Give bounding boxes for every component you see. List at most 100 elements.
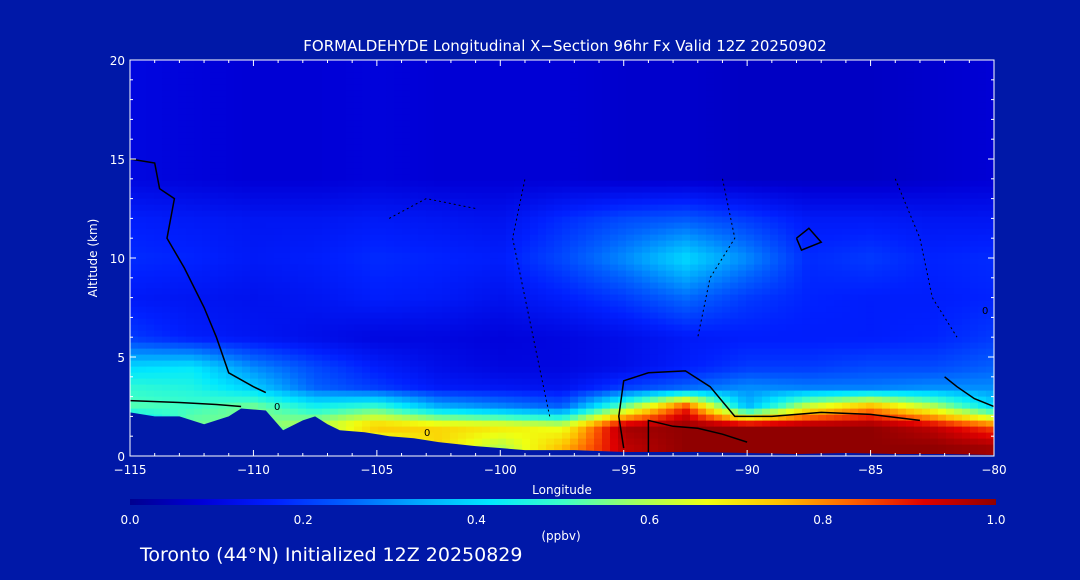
heatmap-cell bbox=[930, 420, 939, 427]
heatmap-cell bbox=[338, 342, 347, 349]
heatmap-cell bbox=[570, 402, 579, 409]
heatmap-cell bbox=[970, 330, 979, 337]
heatmap-cell bbox=[370, 198, 379, 205]
heatmap-cell bbox=[314, 222, 323, 229]
heatmap-cell bbox=[450, 402, 459, 409]
heatmap-cell bbox=[514, 438, 523, 445]
heatmap-cell bbox=[362, 318, 371, 325]
heatmap-cell bbox=[578, 342, 587, 349]
heatmap-cell bbox=[570, 264, 579, 271]
heatmap-cell bbox=[754, 246, 763, 253]
heatmap-cell bbox=[914, 438, 923, 445]
heatmap-cell bbox=[394, 318, 403, 325]
heatmap-cell bbox=[786, 270, 795, 277]
heatmap-cell bbox=[834, 210, 843, 217]
heatmap-cell bbox=[274, 186, 283, 193]
heatmap-cell bbox=[450, 348, 459, 355]
heatmap-cell bbox=[138, 216, 147, 223]
heatmap-cell bbox=[778, 234, 787, 241]
heatmap-cell bbox=[210, 264, 219, 271]
heatmap-cell bbox=[130, 246, 139, 253]
heatmap-cell bbox=[898, 210, 907, 217]
heatmap-cell bbox=[442, 420, 451, 427]
heatmap-cell bbox=[602, 408, 611, 415]
heatmap-cell bbox=[282, 390, 291, 397]
heatmap-cell bbox=[274, 282, 283, 289]
heatmap-cell bbox=[706, 438, 715, 445]
heatmap-cell bbox=[706, 420, 715, 427]
heatmap-cell bbox=[530, 432, 539, 439]
heatmap-cell bbox=[770, 252, 779, 259]
heatmap-cell bbox=[570, 276, 579, 283]
heatmap-cell bbox=[666, 180, 675, 187]
heatmap-cell bbox=[938, 186, 947, 193]
heatmap-cell bbox=[298, 204, 307, 211]
heatmap-cell bbox=[706, 270, 715, 277]
heatmap-cell bbox=[146, 342, 155, 349]
heatmap-cell bbox=[522, 228, 531, 235]
heatmap-cell bbox=[666, 228, 675, 235]
heatmap-cell bbox=[602, 186, 611, 193]
heatmap-cell bbox=[610, 312, 619, 319]
heatmap-cell bbox=[850, 372, 859, 379]
heatmap-cell bbox=[314, 234, 323, 241]
heatmap-cell bbox=[506, 354, 515, 361]
heatmap-cell bbox=[274, 336, 283, 343]
heatmap-cell bbox=[762, 192, 771, 199]
heatmap-cell bbox=[690, 306, 699, 313]
heatmap-cell bbox=[834, 330, 843, 337]
heatmap-cell bbox=[442, 396, 451, 403]
heatmap-cell bbox=[626, 438, 635, 445]
heatmap-cell bbox=[666, 432, 675, 439]
heatmap-cell bbox=[874, 444, 883, 451]
heatmap-cell bbox=[410, 384, 419, 391]
heatmap-cell bbox=[682, 414, 691, 421]
heatmap-cell bbox=[226, 234, 235, 241]
heatmap-cell bbox=[642, 330, 651, 337]
heatmap-cell bbox=[330, 198, 339, 205]
heatmap-cell bbox=[922, 294, 931, 301]
heatmap-cell bbox=[482, 204, 491, 211]
heatmap-cell bbox=[226, 216, 235, 223]
heatmap-cell bbox=[858, 222, 867, 229]
heatmap-cell bbox=[858, 246, 867, 253]
heatmap-cell bbox=[474, 408, 483, 415]
heatmap-cell bbox=[802, 306, 811, 313]
heatmap-cell bbox=[898, 420, 907, 427]
heatmap-cell bbox=[202, 342, 211, 349]
heatmap-cell bbox=[586, 318, 595, 325]
heatmap-cell bbox=[266, 306, 275, 313]
heatmap-cell bbox=[402, 306, 411, 313]
heatmap-cell bbox=[170, 342, 179, 349]
heatmap-cell bbox=[410, 306, 419, 313]
heatmap-cell bbox=[410, 426, 419, 433]
heatmap-cell bbox=[338, 312, 347, 319]
heatmap-cell bbox=[530, 330, 539, 337]
heatmap-cell bbox=[650, 180, 659, 187]
heatmap-cell bbox=[834, 390, 843, 397]
heatmap-cell bbox=[834, 216, 843, 223]
heatmap-cell bbox=[882, 264, 891, 271]
heatmap-cell bbox=[458, 276, 467, 283]
heatmap-cell bbox=[194, 282, 203, 289]
heatmap-cell bbox=[970, 198, 979, 205]
heatmap-cell bbox=[714, 282, 723, 289]
heatmap-cell bbox=[626, 312, 635, 319]
heatmap-cell bbox=[554, 294, 563, 301]
heatmap-cell bbox=[202, 366, 211, 373]
heatmap-cell bbox=[226, 240, 235, 247]
heatmap-cell bbox=[394, 180, 403, 187]
heatmap-cell bbox=[362, 216, 371, 223]
heatmap-cell bbox=[850, 318, 859, 325]
heatmap-cell bbox=[818, 354, 827, 361]
heatmap-cell bbox=[482, 234, 491, 241]
heatmap-cell bbox=[306, 282, 315, 289]
heatmap-cell bbox=[538, 312, 547, 319]
heatmap-cell bbox=[946, 318, 955, 325]
heatmap-cell bbox=[818, 450, 827, 456]
heatmap-cell bbox=[218, 252, 227, 259]
heatmap-cell bbox=[290, 324, 299, 331]
heatmap-cell bbox=[554, 372, 563, 379]
heatmap-cell bbox=[130, 186, 139, 193]
heatmap-cell bbox=[842, 276, 851, 283]
